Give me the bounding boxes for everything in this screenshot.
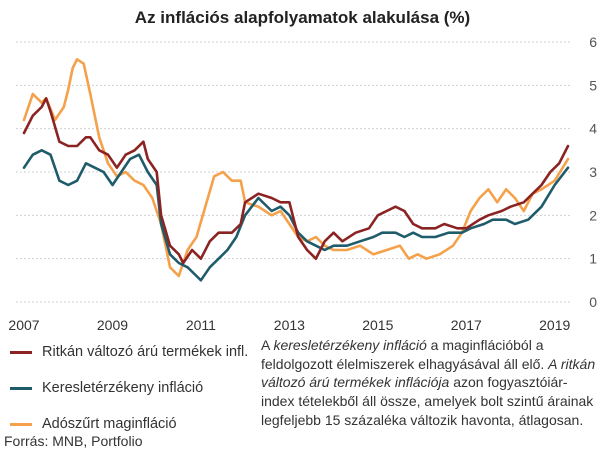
explanatory-note: A keresletérzékeny infláció a maginfláci… bbox=[261, 336, 597, 430]
x-tick-label: 2019 bbox=[539, 317, 570, 333]
x-tick-label: 2011 bbox=[186, 317, 216, 333]
note-italic-1: keresletérzékeny infláció bbox=[273, 337, 427, 353]
y-tick-label: 4 bbox=[589, 121, 597, 137]
source-note: Forrás: MNB, Portfolio bbox=[4, 433, 143, 449]
x-tick-label: 2013 bbox=[274, 317, 305, 333]
note-text-1: A bbox=[261, 337, 274, 353]
series-line-0 bbox=[22, 97, 570, 265]
legend-label-ritkan: Ritkán változó árú termékek infl. bbox=[42, 344, 249, 360]
note-italic-2: A ritkán változó árú termékek inflációja bbox=[261, 355, 596, 391]
y-axis-ticks: 0 1 2 3 4 5 6 bbox=[589, 34, 597, 310]
legend-item-kereslet: Keresletérzékeny infláció bbox=[10, 376, 248, 400]
legend-swatch-kereslet bbox=[10, 386, 32, 390]
legend-label-kereslet: Keresletérzékeny infláció bbox=[42, 380, 204, 396]
legend-swatch-adoszurt bbox=[10, 422, 32, 426]
legend: Ritkán változó árú termékek infl. Keresl… bbox=[10, 340, 248, 448]
series-line-2 bbox=[22, 58, 570, 278]
legend-item-ritkan: Ritkán változó árú termékek infl. bbox=[10, 340, 248, 364]
y-tick-label: 1 bbox=[589, 251, 597, 267]
note-text-2: a maginflációból a feldolgozott élelmisz… bbox=[261, 337, 549, 372]
y-tick-label: 5 bbox=[589, 77, 597, 93]
chart-title: Az inflációs alapfolyamatok alakulása (%… bbox=[134, 8, 471, 27]
series-line-1 bbox=[22, 149, 570, 282]
x-axis-ticks: 2007 2009 2011 2013 2015 2017 2019 bbox=[8, 317, 570, 333]
legend-label-adoszurt: Adószűrt maginfláció bbox=[42, 416, 177, 432]
x-tick-label: 2007 bbox=[8, 317, 39, 333]
x-tick-label: 2015 bbox=[362, 317, 393, 333]
legend-item-adoszurt: Adószűrt maginfláció bbox=[10, 412, 248, 436]
legend-swatch-ritkan bbox=[10, 350, 32, 354]
y-tick-label: 0 bbox=[589, 294, 597, 310]
series-lines bbox=[22, 58, 570, 282]
x-tick-label: 2009 bbox=[97, 317, 128, 333]
x-tick-label: 2017 bbox=[451, 317, 482, 333]
grid-lines bbox=[16, 41, 572, 303]
note-text-3: azon fogyasztóiár-index tételekből áll ö… bbox=[261, 374, 594, 428]
y-tick-label: 2 bbox=[589, 207, 597, 223]
y-tick-label: 3 bbox=[589, 164, 597, 180]
y-tick-label: 6 bbox=[589, 34, 597, 50]
